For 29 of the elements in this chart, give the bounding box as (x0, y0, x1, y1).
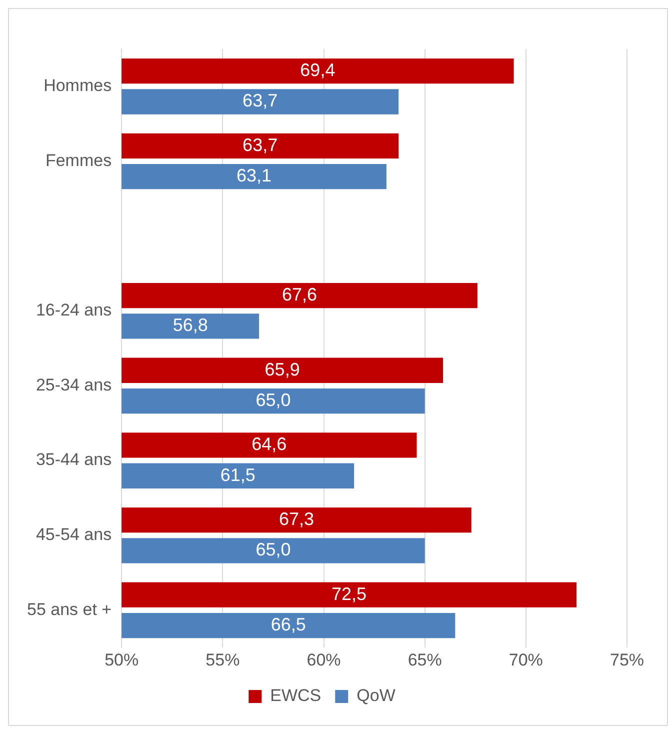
x-tick-label: 55% (206, 650, 240, 670)
x-tick-label: 50% (104, 650, 139, 670)
y-tick-label: Hommes (44, 76, 112, 96)
data-label: 66,5 (270, 614, 306, 634)
y-tick-label: 35-44 ans (36, 450, 112, 470)
y-tick-label: 16-24 ans (36, 300, 112, 320)
data-label: 64,6 (252, 434, 287, 454)
legend-label: EWCS (270, 686, 322, 706)
y-tick-label: 55 ans et + (27, 600, 112, 619)
x-tick-label: 70% (508, 650, 543, 670)
legend-label: QoW (356, 686, 396, 706)
data-label: 67,6 (282, 284, 318, 305)
data-label: 63,7 (242, 134, 278, 155)
data-label: 65,9 (264, 359, 300, 380)
x-tick-label: 75% (610, 650, 644, 670)
data-label: 65,0 (256, 390, 291, 410)
data-label: 65,0 (256, 540, 291, 560)
data-label: 63,7 (242, 90, 278, 111)
data-label: 69,4 (300, 60, 336, 80)
data-label: 63,1 (236, 166, 272, 186)
y-tick-label: 25-34 ans (36, 375, 112, 394)
data-label: 56,8 (172, 315, 208, 336)
data-label: 67,3 (278, 508, 314, 529)
data-label: 61,5 (220, 464, 256, 485)
data-label: 72,5 (332, 584, 367, 604)
x-tick-label: 65% (408, 650, 442, 670)
y-tick-label: Femmes (45, 150, 112, 170)
x-tick-label: 60% (306, 650, 341, 670)
y-tick-label: 45-54 ans (36, 525, 112, 544)
